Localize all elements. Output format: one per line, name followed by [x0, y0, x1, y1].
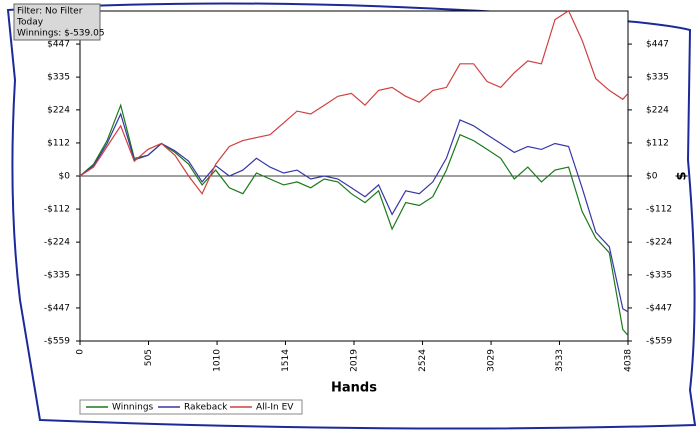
x-tick-label: 0 — [76, 349, 86, 355]
x-tick-label: 505 — [144, 349, 154, 366]
legend-label: Winnings — [112, 403, 154, 413]
y-tick-label-right: $0 — [646, 172, 658, 182]
x-tick-label: 3533 — [555, 349, 565, 372]
y-tick-label-right: -$112 — [646, 205, 672, 215]
y-tick-label-right: $112 — [646, 138, 669, 148]
y-tick-label: -$559 — [44, 337, 70, 347]
x-tick-label: 2019 — [350, 349, 360, 372]
y-tick-label-right: $335 — [646, 73, 669, 83]
legend — [79, 399, 303, 415]
info-box — [13, 3, 101, 41]
y-tick-label: $112 — [47, 138, 70, 148]
y-tick-label-right: $224 — [646, 105, 669, 115]
y-tick-label: $224 — [47, 105, 70, 115]
y-tick-label: $0 — [59, 172, 71, 182]
y-tick-label-right: -$447 — [646, 303, 672, 313]
x-tick-label: 1514 — [281, 349, 291, 372]
x-tick-label: 2524 — [418, 349, 428, 372]
info-line: Filter: No Filter — [17, 7, 83, 17]
legend-label: Rakeback — [184, 403, 228, 413]
y-tick-label: $447 — [47, 40, 70, 50]
info-line: Winnings: $-539.05 — [17, 29, 105, 39]
x-axis-title: Hands — [331, 381, 377, 396]
y-tick-label: $335 — [47, 73, 70, 83]
y-tick-label-right: -$335 — [646, 270, 672, 280]
x-tick-label: 1010 — [213, 349, 223, 372]
series-line — [79, 103, 629, 336]
series-line — [79, 112, 629, 313]
y-tick-label: -$447 — [44, 303, 70, 313]
y-tick-label-right: $447 — [646, 40, 669, 50]
x-tick-label: 4038 — [624, 349, 634, 372]
legend-label: All-In EV — [256, 403, 294, 413]
info-line: Today — [16, 18, 44, 28]
y-tick-label-right: -$559 — [646, 337, 672, 347]
y-tick-label: -$112 — [44, 205, 70, 215]
y-axis-title: $ — [675, 171, 690, 180]
y-tick-label: -$224 — [44, 238, 70, 248]
y-tick-label: -$335 — [44, 270, 70, 280]
hand-drawn-outline — [6, 2, 697, 430]
series-line — [79, 9, 629, 195]
y-tick-label-right: -$224 — [646, 238, 672, 248]
x-tick-label: 3029 — [487, 349, 497, 372]
